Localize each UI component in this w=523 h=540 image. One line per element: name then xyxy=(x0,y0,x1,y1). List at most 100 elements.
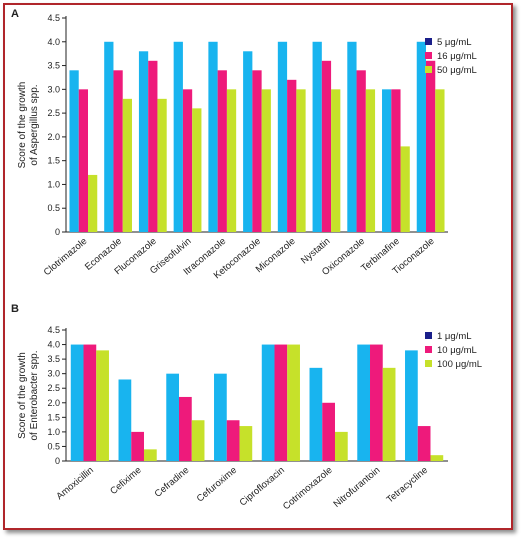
bar xyxy=(166,373,180,461)
bar xyxy=(148,60,158,232)
bar xyxy=(382,367,396,461)
bar xyxy=(296,89,306,232)
x-tick-label: Cefuroxime xyxy=(195,465,239,505)
y-tick-label: 2.0 xyxy=(47,132,60,142)
y-tick-label: 3.5 xyxy=(47,61,60,71)
bar xyxy=(96,350,109,461)
bar xyxy=(347,41,357,233)
legend-swatch xyxy=(425,360,432,367)
bar xyxy=(192,108,202,232)
x-tick-label: Amoxicillin xyxy=(54,465,95,502)
y-tick-label: 1.5 xyxy=(47,412,60,422)
y-tick-label: 1.5 xyxy=(47,156,60,166)
bar xyxy=(309,367,323,461)
figure-frame: A Score of the growth of Aspergillus spp. 0… xyxy=(3,3,513,530)
y-tick-label: 2.5 xyxy=(47,383,60,393)
bar xyxy=(322,402,335,461)
bar xyxy=(331,89,341,232)
bar xyxy=(370,344,383,461)
legend-label: 5 μg/mL xyxy=(437,37,472,48)
legend-swatch xyxy=(425,38,432,45)
bar xyxy=(391,89,401,232)
bar xyxy=(274,344,288,461)
bar xyxy=(382,89,392,232)
legend-swatch xyxy=(425,332,432,339)
y-axis-title-line: Score of the growth xyxy=(17,352,28,439)
bar xyxy=(104,41,114,233)
x-tick-label: Cotrimoxazole xyxy=(281,465,335,512)
y-tick-label: 2.5 xyxy=(47,108,60,118)
bar xyxy=(131,431,144,461)
bar xyxy=(173,41,183,233)
y-tick-label: 0.5 xyxy=(47,203,60,213)
bar xyxy=(208,41,218,233)
bar xyxy=(69,70,79,232)
y-tick-label: 4.0 xyxy=(47,37,60,47)
bar xyxy=(400,146,410,232)
y-axis-title-line: of Enterobacter spp. xyxy=(29,350,40,440)
bar xyxy=(113,70,123,232)
y-tick-label: 4.5 xyxy=(47,325,60,335)
legend-swatch xyxy=(425,66,432,73)
bar xyxy=(417,426,431,461)
legend-label: 50 μg/mL xyxy=(437,65,477,76)
bar xyxy=(261,344,275,461)
bar xyxy=(357,344,371,461)
legend-label: 100 μg/mL xyxy=(437,359,482,370)
y-tick-label: 4.5 xyxy=(47,13,60,23)
y-tick-label: 3.5 xyxy=(47,354,60,364)
bar xyxy=(239,426,253,461)
y-tick-label: 1.0 xyxy=(47,427,60,437)
y-tick-label: 0 xyxy=(55,456,60,466)
bar xyxy=(435,89,445,232)
bar xyxy=(277,41,288,233)
y-tick-label: 3.0 xyxy=(47,84,60,94)
bar xyxy=(365,89,376,232)
legend-label: 1 μg/mL xyxy=(437,331,472,342)
bar xyxy=(83,344,97,461)
bar xyxy=(312,41,322,233)
bar xyxy=(321,60,332,232)
bar xyxy=(87,174,98,232)
bar xyxy=(226,420,240,461)
y-tick-label: 2.0 xyxy=(47,398,60,408)
x-tick-label: Ciprofloxacin xyxy=(238,465,287,509)
x-tick-label: Nitrofurantoin xyxy=(332,465,383,510)
panel-label: B xyxy=(11,303,19,315)
bar xyxy=(191,420,205,461)
legend-swatch xyxy=(425,52,432,59)
y-tick-label: 0 xyxy=(55,227,60,237)
bar xyxy=(118,379,132,461)
bar xyxy=(416,41,427,233)
bar xyxy=(122,98,132,232)
panel-label: A xyxy=(11,8,19,20)
bar xyxy=(287,344,300,461)
y-tick-label: 3.0 xyxy=(47,369,60,379)
y-tick-label: 0.5 xyxy=(47,441,60,451)
bar xyxy=(78,89,88,232)
bar xyxy=(143,449,157,461)
bar xyxy=(70,344,84,461)
x-tick-label: Clotrimazole xyxy=(42,236,90,278)
bar xyxy=(217,70,227,232)
legend-label: 16 μg/mL xyxy=(437,51,477,62)
bar xyxy=(226,89,237,232)
x-tick-label: Cefradine xyxy=(153,465,192,500)
bar xyxy=(261,89,271,232)
x-tick-label: Cefixime xyxy=(108,465,143,497)
bar xyxy=(334,431,348,461)
bar xyxy=(182,89,193,232)
bar xyxy=(430,455,444,461)
legend-label: 10 μg/mL xyxy=(437,345,477,356)
x-tick-label: Nystatin xyxy=(299,236,332,266)
y-axis-title-line: Score of the growth xyxy=(17,82,28,169)
bar xyxy=(214,373,227,461)
bar xyxy=(405,350,418,461)
y-axis-title-line: of Aspergillus spp. xyxy=(29,84,40,165)
bar xyxy=(138,51,149,233)
y-tick-label: 1.0 xyxy=(47,179,60,189)
bar xyxy=(243,51,253,233)
bar xyxy=(157,98,167,232)
bar xyxy=(426,60,436,232)
